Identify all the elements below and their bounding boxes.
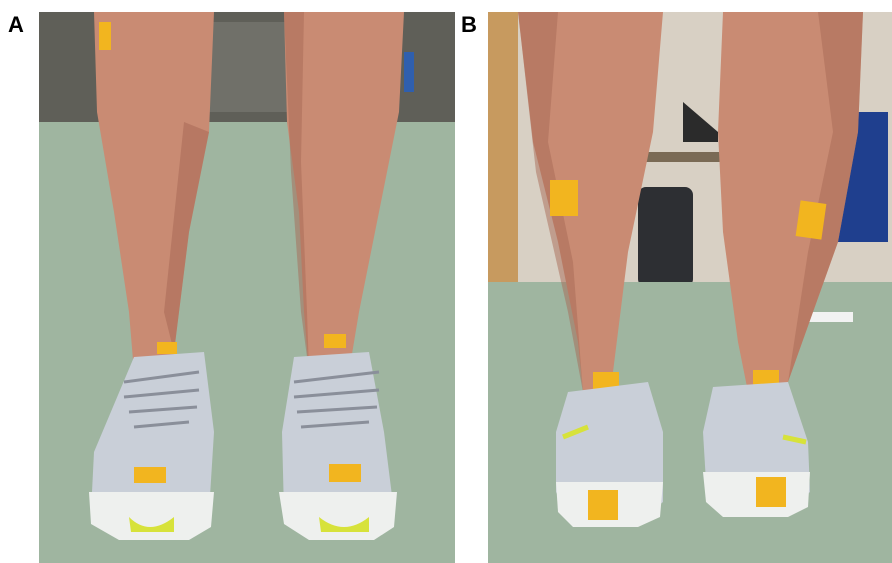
tape-marker-right-calf	[795, 200, 827, 240]
floor	[488, 282, 892, 563]
front-view-illustration	[39, 12, 455, 563]
right-shoe-laces	[293, 370, 380, 429]
tape-marker-left-calf	[550, 180, 578, 216]
front-view-photo	[39, 12, 455, 563]
left-leg	[94, 12, 214, 372]
right-leg	[284, 12, 404, 372]
panel-label-a: A	[8, 12, 24, 37]
tape-marker-left-heel	[588, 490, 618, 520]
left-shoe-accent	[129, 517, 174, 532]
left-shoe-laces	[123, 370, 200, 429]
left-shoe-sole	[89, 492, 214, 540]
left-calf	[518, 12, 663, 392]
desk	[638, 152, 758, 162]
tape-marker-right-heel	[756, 477, 786, 507]
back-view-photo	[488, 12, 892, 563]
right-shoe-accent	[319, 517, 369, 532]
right-calf	[718, 12, 863, 392]
right-calf-shadow	[788, 12, 863, 382]
left-leg-shadow	[164, 122, 209, 352]
paper-on-floor	[803, 312, 853, 322]
tape-marker-left-shoe	[134, 467, 166, 483]
right-leg-shadow	[284, 12, 309, 372]
tape-marker-knee	[99, 22, 111, 50]
tape-marker-ankle-left	[157, 342, 177, 354]
left-shoe	[91, 352, 214, 532]
right-shoe-accent	[782, 434, 807, 445]
backpack	[638, 187, 693, 287]
back-view-illustration	[488, 12, 892, 563]
door-frame	[488, 12, 518, 282]
wall-sign	[404, 52, 414, 92]
panel-label-b: B	[461, 12, 477, 37]
tape-marker-right-shoe	[329, 464, 361, 482]
tape-marker-ankle-right	[324, 334, 346, 348]
left-shoe-accent	[562, 424, 589, 440]
laptop	[683, 102, 718, 142]
